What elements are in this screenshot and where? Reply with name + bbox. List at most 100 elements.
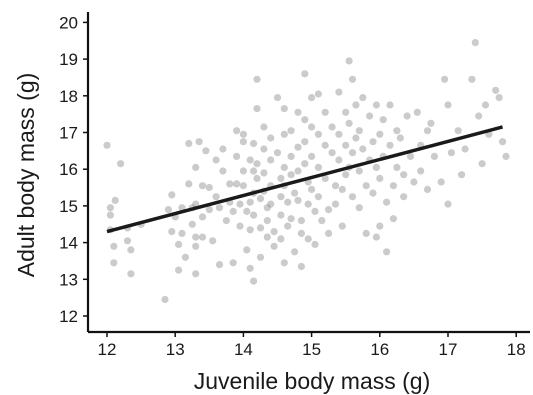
data-point [331, 200, 340, 208]
data-point [495, 94, 503, 102]
data-point [400, 193, 408, 201]
data-point [308, 185, 316, 193]
data-point [393, 163, 401, 171]
data-point [111, 196, 119, 204]
data-point [342, 171, 350, 179]
data-point [311, 240, 319, 248]
y-tick-label: 16 [59, 160, 78, 179]
data-point [417, 167, 425, 175]
data-point [342, 108, 350, 116]
data-point [311, 207, 319, 215]
data-point [301, 138, 309, 146]
data-point [383, 198, 391, 206]
data-point [106, 204, 114, 212]
data-point [376, 130, 384, 138]
data-point [253, 174, 261, 182]
data-point [229, 207, 237, 215]
data-point [284, 222, 292, 230]
data-point [321, 108, 329, 116]
data-point [236, 222, 244, 230]
data-point [348, 193, 357, 201]
y-tick-label: 14 [59, 234, 78, 253]
data-point [355, 204, 363, 212]
data-point [267, 156, 275, 164]
data-point [256, 253, 265, 261]
data-point [103, 141, 111, 149]
data-point [267, 134, 275, 142]
data-point [413, 108, 421, 116]
data-point [192, 242, 200, 250]
data-point [423, 127, 432, 135]
data-point [372, 233, 380, 241]
data-point [243, 246, 251, 254]
data-point [250, 211, 258, 219]
data-point [359, 94, 367, 102]
data-point [263, 204, 271, 212]
data-point [277, 235, 285, 243]
data-point [478, 160, 486, 168]
x-tick-label: 13 [166, 340, 185, 359]
data-point [192, 270, 200, 278]
data-point [270, 242, 278, 250]
data-point [280, 105, 288, 113]
data-point [314, 90, 322, 98]
data-point [301, 70, 309, 78]
data-point [362, 229, 370, 237]
data-point [239, 182, 247, 190]
data-point [389, 182, 397, 190]
data-point [297, 217, 305, 225]
data-point [328, 149, 336, 157]
data-point [260, 145, 268, 153]
data-point [410, 178, 418, 186]
data-point [233, 152, 241, 160]
data-point [110, 242, 118, 250]
data-point [308, 152, 316, 160]
data-point [475, 112, 483, 120]
data-point [314, 130, 322, 138]
data-point [168, 228, 176, 236]
data-point [335, 156, 343, 164]
data-point [492, 86, 500, 94]
data-point [502, 152, 510, 160]
x-tick-label: 15 [302, 340, 321, 359]
data-point [181, 253, 189, 261]
data-point [444, 101, 452, 109]
y-tick-label: 19 [59, 50, 78, 69]
data-point [369, 138, 377, 146]
data-point [355, 127, 363, 135]
x-tick-label: 12 [98, 340, 117, 359]
data-point [294, 167, 302, 175]
x-tick-label: 14 [234, 340, 253, 359]
data-point [321, 174, 329, 182]
data-point [301, 160, 309, 168]
data-point [372, 101, 380, 109]
data-point [260, 169, 268, 177]
data-point [198, 182, 207, 190]
data-point [400, 171, 408, 179]
x-tick-label: 16 [370, 340, 389, 359]
y-tick-label: 15 [59, 197, 78, 216]
data-point [423, 185, 432, 193]
data-point [362, 182, 370, 190]
data-point [287, 171, 295, 179]
data-point [430, 152, 438, 160]
data-point [444, 200, 452, 208]
regression-fit [106, 125, 504, 234]
data-point [188, 220, 196, 228]
y-axis-title: Adult body mass (g) [13, 73, 39, 278]
data-point [263, 233, 271, 241]
data-point [192, 233, 200, 241]
data-point [175, 266, 183, 274]
data-point [215, 261, 224, 269]
data-point [352, 101, 360, 109]
data-point [277, 211, 285, 219]
data-point [215, 204, 224, 212]
data-point [304, 235, 312, 243]
data-point [209, 237, 217, 245]
data-point [164, 206, 172, 214]
regression-line [106, 125, 504, 234]
data-point [246, 156, 254, 164]
data-point [127, 246, 135, 254]
data-point [304, 200, 312, 208]
